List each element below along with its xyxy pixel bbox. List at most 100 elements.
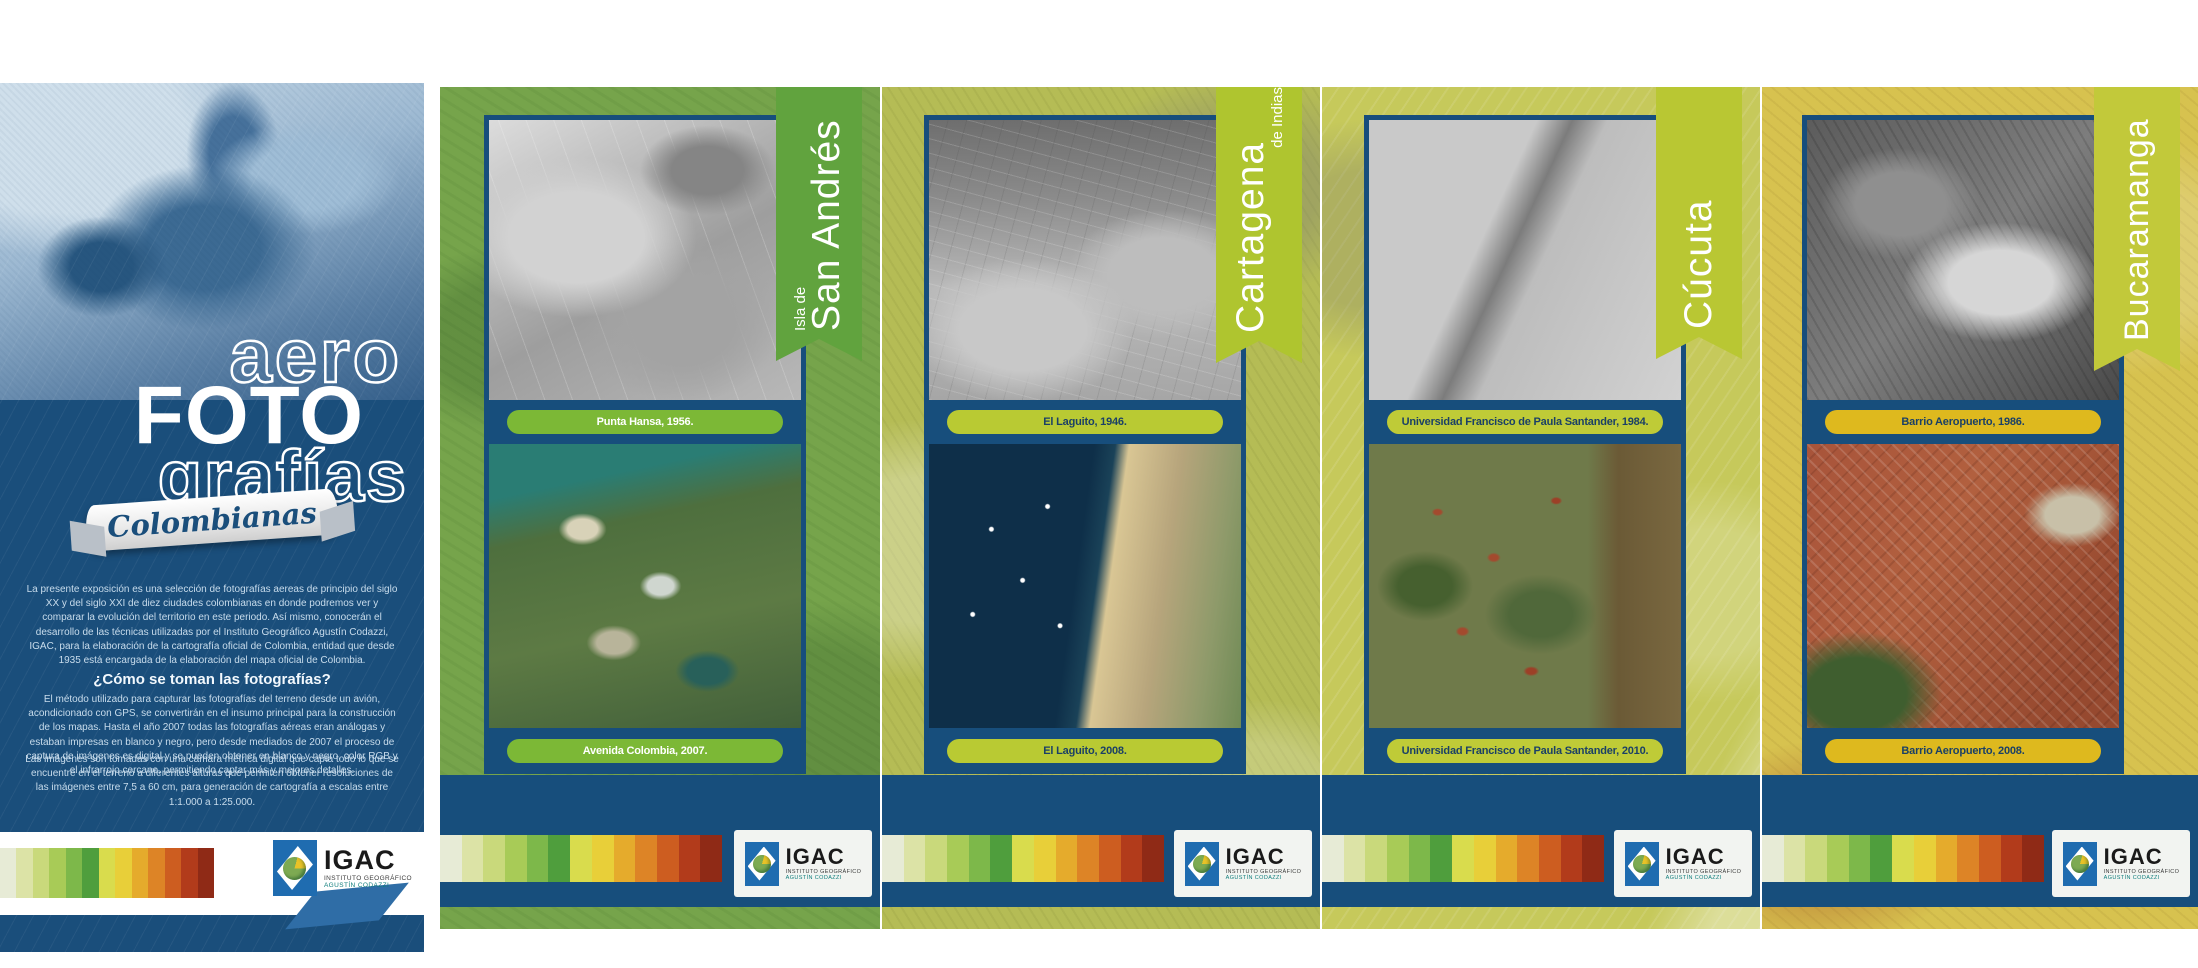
palette-color-cell	[903, 835, 926, 882]
method-paragraph: El método utilizado para capturar las fo…	[26, 694, 398, 776]
igac-logo-box: IGAC INSTITUTO GEOGRÁFICO AGUSTÍN CODAZZ…	[734, 830, 872, 897]
igac-wordmark: IGAC INSTITUTO GEOGRÁFICO AGUSTÍN CODAZZ…	[323, 846, 412, 890]
aerial-photo-barrio-aeropuerto-1986	[1807, 120, 2119, 400]
city-title-ribbon: Cartagena de Indias	[1216, 87, 1302, 363]
photo-frame: Universidad Francisco de Paula Santander…	[1364, 115, 1686, 774]
palette-color-cell	[0, 848, 17, 898]
title-line-foto: FOTO	[133, 370, 364, 461]
photo-frame: Barrio Aeropuerto, 1986. Barrio Aeropuer…	[1802, 115, 2124, 774]
aerial-photo-ufps-2010	[1369, 444, 1681, 728]
igac-mark-icon	[2062, 841, 2097, 886]
palette-color-cell	[32, 848, 50, 898]
palette-color-cell	[115, 848, 132, 898]
palette-color-cell	[82, 848, 99, 898]
aerial-photo-el-laguito-2008	[929, 444, 1241, 728]
palette-color-cell	[1012, 835, 1034, 882]
palette-color-cell	[548, 835, 571, 882]
palette-color-cell	[197, 848, 214, 898]
color-palette-strip	[882, 835, 1164, 882]
palette-color-cell	[65, 848, 83, 898]
city-title-large: Cúcuta	[1677, 199, 1721, 329]
igac-name-line2: AGUSTÍN CODAZZI	[323, 882, 390, 889]
palette-color-cell	[148, 848, 165, 898]
palette-color-cell	[700, 835, 722, 882]
caption-row: Universidad Francisco de Paula Santander…	[1369, 728, 1681, 774]
igac-logo: IGAC INSTITUTO GEOGRÁFICO AGUSTÍN CODAZZ…	[2062, 841, 2180, 886]
igac-wordmark: IGAC INSTITUTO GEOGRÁFICO AGUSTÍN CODAZZ…	[785, 843, 862, 882]
palette-color-cell	[526, 835, 549, 882]
palette-color-cell	[2022, 835, 2044, 882]
photo-frame: El Laguito, 1946. El Laguito, 2008.	[924, 115, 1246, 774]
igac-acronym: IGAC	[1665, 843, 1725, 869]
palette-color-cell	[1870, 835, 1893, 882]
igac-globe-icon	[752, 854, 771, 873]
intro-panel: aero FOTO grafías Colombianas La present…	[0, 83, 424, 952]
palette-color-cell	[1077, 835, 1099, 882]
palette-color-cell	[990, 835, 1013, 882]
igac-logo: IGAC INSTITUTO GEOGRÁFICO AGUSTÍN CODAZZ…	[1184, 841, 1302, 886]
city-panel-cartagena: El Laguito, 1946. El Laguito, 2008. Cart…	[882, 87, 1320, 929]
palette-color-cell	[505, 835, 527, 882]
palette-color-cell	[16, 848, 33, 898]
color-palette-strip	[1322, 835, 1604, 882]
igac-name-line2: AGUSTÍN CODAZZI	[2103, 875, 2160, 881]
aerial-photo-punta-hansa-1956	[489, 120, 801, 400]
igac-name-line1: INSTITUTO GEOGRÁFICO	[785, 868, 862, 875]
color-palette-strip	[0, 848, 214, 898]
panel-footer-band: IGAC INSTITUTO GEOGRÁFICO AGUSTÍN CODAZZ…	[1322, 775, 1760, 907]
color-palette-strip	[440, 835, 722, 882]
palette-color-cell	[1978, 835, 2001, 882]
city-title-ribbon: Bucaramanga	[2094, 87, 2180, 371]
igac-mark-icon	[1624, 841, 1659, 886]
caption-pill: Avenida Colombia, 2007.	[507, 739, 783, 763]
caption-row: Barrio Aeropuerto, 2008.	[1807, 728, 2119, 774]
igac-logo: IGAC INSTITUTO GEOGRÁFICO AGUSTÍN CODAZZ…	[1624, 841, 1742, 886]
caption-row: El Laguito, 2008.	[929, 728, 1241, 774]
igac-name-line1: INSTITUTO GEOGRÁFICO	[1225, 868, 1302, 875]
palette-color-cell	[1430, 835, 1453, 882]
palette-color-cell	[1142, 835, 1164, 882]
city-title-rotated: Cúcuta	[1656, 87, 1742, 359]
palette-color-cell	[570, 835, 592, 882]
igac-name-line2: AGUSTÍN CODAZZI	[1665, 875, 1722, 881]
igac-mark-icon	[744, 841, 779, 886]
aerial-photo-ufps-1984	[1369, 120, 1681, 400]
igac-mark-icon	[272, 840, 317, 896]
caption-pill: Barrio Aeropuerto, 2008.	[1825, 739, 2101, 763]
palette-color-cell	[1827, 835, 1849, 882]
palette-color-cell	[925, 835, 948, 882]
city-title-large: Cartagena	[1228, 141, 1272, 333]
palette-color-cell	[1783, 835, 1806, 882]
airplane-maintenance-photo	[0, 83, 424, 400]
caption-pill: El Laguito, 1946.	[947, 410, 1223, 434]
panel-footer-band: IGAC INSTITUTO GEOGRÁFICO AGUSTÍN CODAZZ…	[1762, 775, 2198, 907]
igac-wordmark: IGAC INSTITUTO GEOGRÁFICO AGUSTÍN CODAZZ…	[1665, 843, 1742, 882]
igac-name-line1: INSTITUTO GEOGRÁFICO	[1665, 868, 1742, 875]
palette-color-cell	[1098, 835, 1121, 882]
palette-color-cell	[1762, 835, 1784, 882]
poster-title: aero FOTO grafías	[0, 314, 410, 514]
city-title-small: de Indias	[1269, 87, 1287, 148]
palette-color-cell	[1365, 835, 1388, 882]
caption-row: Universidad Francisco de Paula Santander…	[1369, 400, 1681, 444]
caption-row: Barrio Aeropuerto, 1986.	[1807, 400, 2119, 444]
igac-name-line2: AGUSTÍN CODAZZI	[1225, 875, 1282, 881]
igac-name-line1: INSTITUTO GEOGRÁFICO	[323, 874, 412, 882]
palette-color-cell	[968, 835, 991, 882]
palette-color-cell	[678, 835, 701, 882]
aerial-photo-barrio-aeropuerto-2008	[1807, 444, 2119, 728]
city-title-large: San Andrés	[805, 119, 849, 331]
palette-color-cell	[1473, 835, 1496, 882]
palette-color-cell	[98, 848, 116, 898]
palette-color-cell	[1913, 835, 1936, 882]
igac-acronym: IGAC	[1225, 843, 1285, 869]
palette-color-cell	[483, 835, 506, 882]
igac-globe-icon	[2070, 854, 2089, 873]
igac-mark-icon	[1184, 841, 1219, 886]
igac-acronym: IGAC	[785, 843, 845, 869]
igac-wordmark: IGAC INSTITUTO GEOGRÁFICO AGUSTÍN CODAZZ…	[1225, 843, 1302, 882]
igac-logo-box: IGAC INSTITUTO GEOGRÁFICO AGUSTÍN CODAZZ…	[1614, 830, 1752, 897]
palette-color-cell	[656, 835, 679, 882]
title-line-aero: aero	[228, 314, 402, 399]
